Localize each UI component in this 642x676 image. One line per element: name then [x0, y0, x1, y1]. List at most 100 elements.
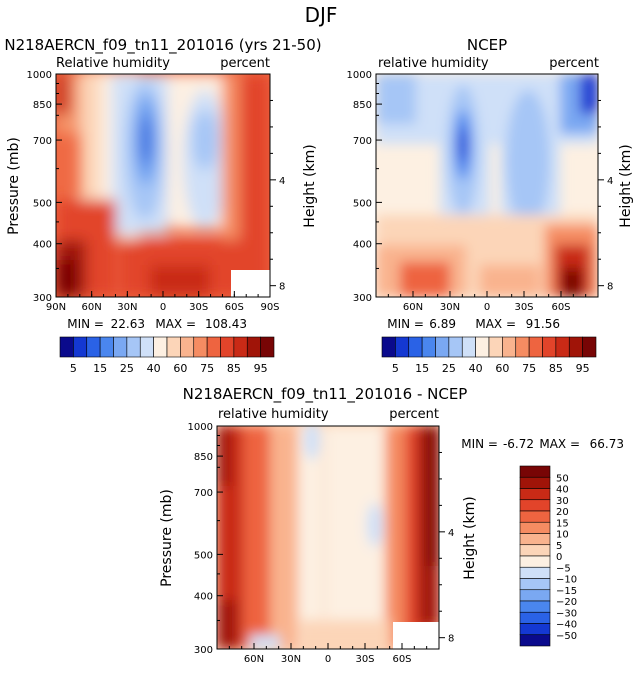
colorbar-swatch [126, 336, 141, 358]
colorbar-swatch [99, 336, 114, 358]
panel-diff-title: N218AERCN_f09_tn11_201016 - NCEP [183, 385, 468, 404]
colorbar-label: 85 [549, 362, 563, 375]
colorbar-label: 85 [227, 362, 241, 375]
colorbar-swatch [519, 521, 551, 534]
colorbar-label: −15 [556, 586, 577, 597]
panel-diff-stats: MIN = -6.72 MAX = 66.73 [461, 437, 624, 451]
panel-model-stats: MIN = 22.63 MAX = 108.43 [67, 317, 247, 331]
panel-diff-missing-mask [393, 622, 439, 649]
ytick-label: 300 [33, 293, 52, 304]
xtick-label: 30N [117, 302, 137, 313]
panel-model-y2label: Height (km) [302, 144, 318, 227]
ytick-label: 700 [353, 136, 372, 147]
colorbar-swatch [519, 555, 551, 568]
y2tick-label: 4 [448, 528, 454, 539]
ytick-label: 400 [194, 592, 213, 603]
xtick-label: 30N [440, 302, 460, 313]
colorbar-swatch [233, 336, 248, 358]
colorbar-label: 25 [442, 362, 456, 375]
colorbar-label: −10 [556, 575, 577, 586]
panel-model-max-label: MAX = [155, 317, 196, 331]
panel-model-min-label: MIN = [67, 317, 104, 331]
colorbar-swatch [435, 336, 450, 358]
ytick-label: 1000 [27, 70, 52, 81]
colorbar-ncep: 5 15 25 40 60 75 85 95 [381, 336, 597, 375]
panel-diff-subtitle-left: relative humidity [218, 407, 329, 422]
panel-diff-ylabel: Pressure (mb) [159, 489, 175, 587]
ytick-label: 300 [353, 293, 372, 304]
ytick-label: 1000 [188, 422, 213, 433]
colorbar-label: 5 [392, 362, 399, 375]
colorbar-label: 30 [556, 496, 569, 507]
panel-ncep-subtitle-left: relative humidity [378, 56, 489, 71]
colorbar-swatch [59, 336, 74, 358]
panel-diff-max-value: 66.73 [590, 437, 624, 451]
panel-model: N218AERCN_f09_tn11_201016 (yrs 21-50) Re… [4, 36, 321, 331]
panel-model-field [56, 74, 270, 297]
colorbar-label: 60 [173, 362, 187, 375]
colorbar-label: 95 [254, 362, 268, 375]
colorbar-swatch [502, 336, 517, 358]
colorbar-swatch [519, 634, 551, 647]
xtick-label: 60N [244, 654, 264, 665]
colorbar-label: 15 [415, 362, 429, 375]
colorbar-swatch [220, 336, 235, 358]
colorbar-model: 5 15 25 40 60 75 85 95 [59, 336, 275, 375]
colorbar-swatch [519, 611, 551, 624]
colorbar-swatch [488, 336, 503, 358]
ytick-label: 850 [33, 100, 52, 111]
colorbar-label: −5 [556, 563, 571, 574]
panel-ncep-min-value: 6.89 [429, 317, 456, 331]
colorbar-swatch [519, 589, 551, 602]
panel-model-subtitle-right: percent [220, 56, 270, 71]
colorbar-swatch [260, 336, 275, 358]
ytick-label: 850 [353, 100, 372, 111]
ytick-label: 300 [194, 645, 213, 656]
ytick-label: 850 [194, 452, 213, 463]
y2tick-label: 8 [279, 282, 285, 293]
panel-model-subtitle-left: Relative humidity [56, 56, 170, 71]
panel-diff-max-label: MAX = [539, 437, 580, 451]
colorbar-swatch [528, 336, 543, 358]
colorbar-swatch [568, 336, 583, 358]
panel-diff-subtitle-right: percent [389, 407, 439, 422]
colorbar-swatch [113, 336, 128, 358]
y2tick-label: 4 [279, 176, 285, 187]
panel-ncep-stats: MIN = 6.89 MAX = 91.56 [387, 317, 560, 331]
colorbar-swatch [73, 336, 88, 358]
colorbar-label: 95 [576, 362, 590, 375]
colorbar-label: 40 [147, 362, 161, 375]
colorbar-label: −40 [556, 620, 577, 631]
panel-diff-min-value: -6.72 [503, 437, 534, 451]
colorbar-swatch [519, 578, 551, 591]
colorbar-swatch [153, 336, 168, 358]
colorbar-label: 15 [93, 362, 107, 375]
xtick-label: 0 [160, 302, 166, 313]
xtick-label: 30S [355, 654, 374, 665]
ytick-label: 500 [194, 550, 213, 561]
panel-model-ylabel: Pressure (mb) [6, 137, 22, 235]
colorbar-label: 0 [556, 552, 562, 563]
xtick-label: 0 [484, 302, 490, 313]
xtick-label: 90N [46, 302, 66, 313]
ytick-label: 700 [33, 136, 52, 147]
ytick-label: 500 [33, 198, 52, 209]
colorbar-swatch [180, 336, 195, 358]
ytick-label: 700 [194, 488, 213, 499]
colorbar-swatch [408, 336, 423, 358]
panel-ncep-field [376, 74, 598, 297]
panel-model-title: N218AERCN_f09_tn11_201016 (yrs 21-50) [4, 36, 321, 55]
colorbar-swatch [582, 336, 597, 358]
colorbar-swatch [448, 336, 463, 358]
y2tick-label: 8 [607, 282, 613, 293]
panel-ncep-subtitle-right: percent [549, 56, 599, 71]
ytick-label: 1000 [347, 70, 372, 81]
panel-ncep-min-label: MIN = [387, 317, 424, 331]
colorbar-swatch [519, 488, 551, 501]
xtick-label: 0 [325, 654, 331, 665]
panel-ncep-y2label: Height (km) [618, 144, 634, 227]
xtick-label: 60S [225, 302, 244, 313]
colorbar-label: 20 [556, 507, 569, 518]
panel-model-max-value: 108.43 [205, 317, 247, 331]
